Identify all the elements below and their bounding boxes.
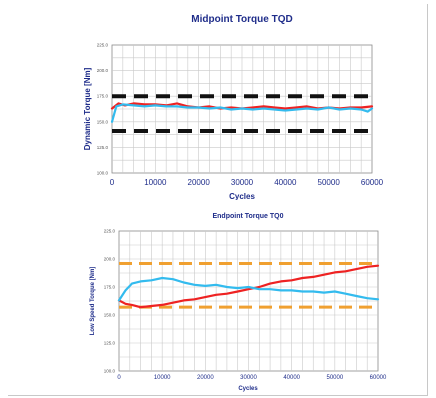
y-tick-label: 100.0 [104,369,116,374]
x-tick-label: 30000 [240,375,257,381]
series-line-1 [117,264,380,309]
chart-title: Midpoint Torque TQD [191,14,292,25]
x-tick-label: 40000 [274,178,297,187]
y-tick-label: 125.0 [104,341,116,346]
x-tick-label: 20000 [197,375,214,381]
x-tick-label: 10000 [154,375,171,381]
x-tick-label: 0 [110,178,115,187]
x-tick-label: 30000 [231,178,254,187]
chart-title: Endpoint Torque TQ0 [212,213,283,220]
y-tick-label: 200.0 [97,68,109,73]
y-tick-label: 150.0 [104,313,116,318]
x-axis-label: Cycles [238,386,258,392]
series-line-2 [110,103,374,123]
y-tick-label: 125.0 [97,145,109,150]
y-tick-label: 225.0 [97,43,109,48]
x-tick-label: 10000 [144,178,167,187]
x-tick-label: 40000 [283,375,300,381]
y-tick-label: 175.0 [97,94,109,99]
x-tick-label: 0 [117,375,121,381]
chart-frame [8,4,428,396]
midpoint-torque-chart: 100.0 125.0 150.0 175.0 200.0 225.0 0 10000 2000… [83,14,384,200]
y-tick-label: 225.0 [104,229,116,234]
y-axis-label: Dynamic Torque [Nm] [83,67,92,150]
y-axis-label: Low Speed Torque [Nm] [90,267,96,336]
y-tick-label: 175.0 [104,285,116,290]
x-tick-label: 50000 [326,375,343,381]
y-tick-label: 150.0 [97,119,109,124]
series-line-2 [117,276,380,302]
x-tick-label: 20000 [188,178,211,187]
x-tick-label: 50000 [318,178,341,187]
y-tick-label: 200.0 [104,257,116,262]
x-axis-label: Cycles [229,192,255,200]
x-tick-label: 60000 [361,178,384,187]
x-tick-label: 60000 [370,375,387,381]
y-tick-label: 100.0 [97,171,109,176]
